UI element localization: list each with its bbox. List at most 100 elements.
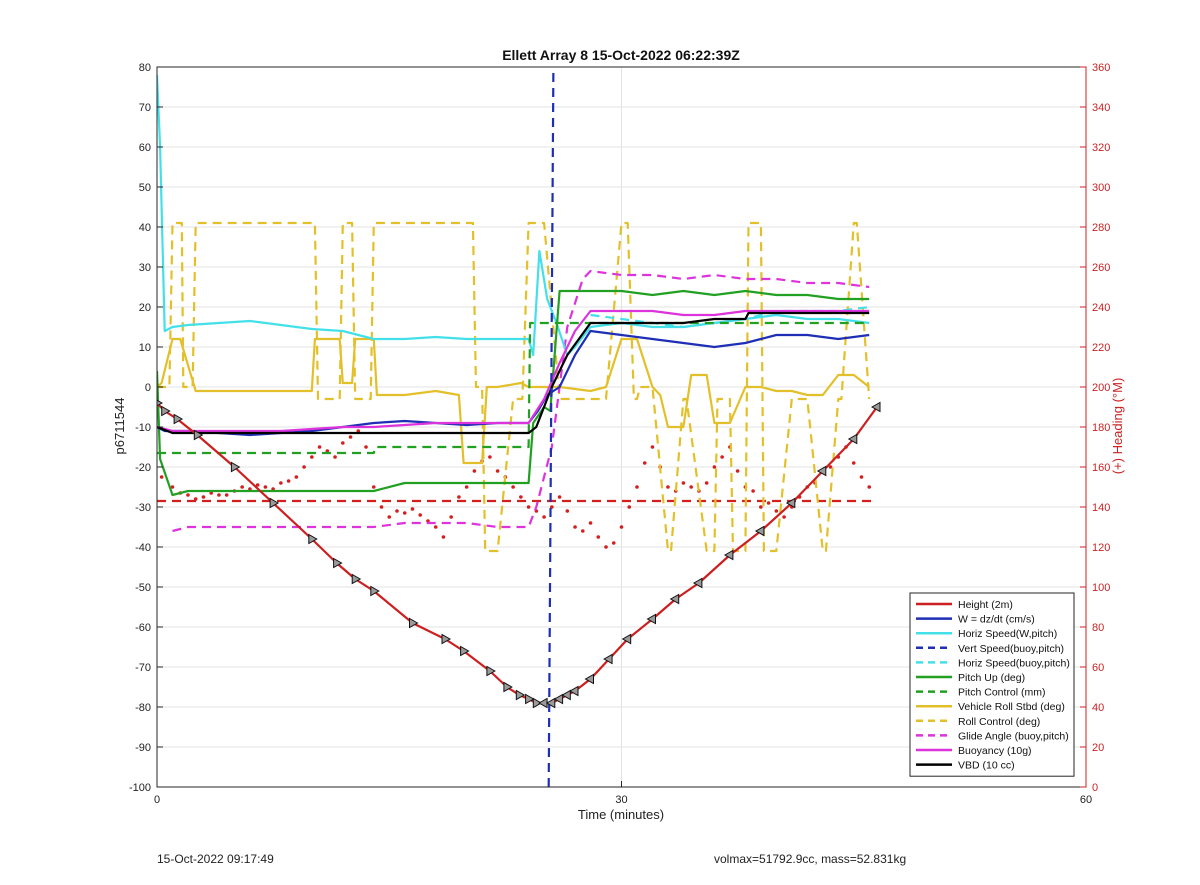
height-marker (669, 593, 680, 605)
heading-point (441, 535, 446, 539)
y2-tick-label: 200 (1092, 382, 1110, 394)
heading-point (193, 497, 198, 501)
heading-point (472, 469, 477, 473)
heading-point (867, 485, 872, 489)
heading-point (201, 495, 206, 499)
legend-label: Height (2m) (958, 599, 1013, 611)
y2-tick-label: 120 (1092, 542, 1110, 554)
data-series (157, 67, 881, 787)
y-tick-label: 70 (139, 102, 151, 114)
heading-point (782, 515, 786, 519)
x-tick-label: 60 (1080, 794, 1092, 806)
footer-summary: volmax=51792.9cc, mass=52.831kg (714, 852, 907, 866)
y2-tick-label: 260 (1092, 262, 1110, 274)
height-marker (173, 413, 184, 425)
heading-point (286, 479, 291, 483)
x-axis-label: Time (minutes) (578, 807, 664, 822)
legend-box (909, 592, 1075, 777)
y2-tick-label: 360 (1092, 62, 1110, 74)
heading-point (464, 485, 469, 489)
heading-point (766, 501, 771, 505)
y-tick-label: 0 (145, 382, 151, 394)
heading-point (526, 505, 531, 509)
chart-title: Ellett Array 8 15-Oct-2022 06:22:39Z (502, 47, 740, 63)
height-marker (333, 557, 343, 569)
heading-point (317, 445, 322, 449)
heading-point (224, 493, 229, 497)
heading-point (604, 545, 608, 549)
y2-tick-label: 280 (1092, 222, 1110, 234)
heading-point (217, 493, 221, 497)
heading-point (588, 521, 593, 525)
heading-point (240, 485, 244, 489)
height-marker (692, 577, 703, 589)
heading-point (519, 495, 523, 499)
height-marker (308, 533, 318, 545)
y-tick-label: -60 (135, 622, 151, 634)
legend-label: VBD (10 cc) (958, 760, 1015, 772)
heading-point (596, 535, 601, 539)
heading-point (279, 481, 283, 485)
y2-tick-label: 100 (1092, 582, 1110, 594)
heading-point (294, 475, 299, 479)
heading-point (573, 525, 577, 529)
y2-tick-label: 320 (1092, 142, 1110, 154)
height-marker (370, 585, 380, 597)
height-marker (503, 681, 513, 693)
legend-label: Buoyancy (10g) (958, 745, 1032, 757)
y2-tick-label: 20 (1092, 742, 1104, 754)
legend-label: Horiz Speed(W,pitch) (958, 628, 1057, 640)
y-tick-label: -40 (135, 542, 151, 554)
height-marker (532, 697, 543, 709)
legend-label: Vehicle Roll Stbd (deg) (958, 701, 1065, 713)
heading-point (159, 475, 164, 479)
heading-point (371, 485, 376, 489)
y2-tick-label: 180 (1092, 422, 1110, 434)
legend-label: W = dz/dt (cm/s) (958, 614, 1035, 626)
heading-point (635, 485, 639, 489)
height-marker (723, 549, 734, 561)
heading-point (255, 483, 260, 487)
heading-point (720, 455, 724, 459)
height-marker (754, 525, 765, 537)
series-line-roll_control (157, 221, 871, 553)
height-marker (545, 697, 556, 709)
heading-point (557, 495, 562, 499)
heading-point (704, 481, 709, 485)
y2-tick-label: 60 (1092, 662, 1104, 674)
y2-tick-label: 240 (1092, 302, 1110, 314)
y2-tick-label: 220 (1092, 342, 1110, 354)
height-marker (409, 617, 419, 629)
axis-ticks: 0 30 60-100-90-80-70-60-50-40-30-20-100102… (129, 62, 1110, 806)
heading-point (333, 455, 337, 459)
heading-point (542, 515, 546, 519)
y-tick-label: -50 (135, 582, 151, 594)
legend: Height (2m) W = dz/dt (cm/s) Horiz Speed(W… (909, 592, 1075, 777)
heading-point (170, 485, 175, 489)
y2-tick-label: 160 (1092, 462, 1110, 474)
series-line-pitch_up (157, 289, 870, 497)
series-line-vert_buoy (547, 67, 555, 787)
heading-point (418, 513, 423, 517)
heading-point (681, 481, 686, 485)
series-line-glide (172, 269, 870, 533)
heading-point (774, 509, 779, 513)
height-marker (561, 689, 571, 701)
y-tick-label: 50 (139, 182, 151, 194)
heading-point (457, 495, 461, 499)
heading-point (379, 505, 384, 509)
y2-tick-label: 300 (1092, 182, 1110, 194)
heading-point (433, 525, 438, 529)
y2-axis-label: (+) Heading (°M) (1110, 378, 1125, 475)
y-tick-label: 30 (139, 262, 151, 274)
x-tick-label: 30 (615, 794, 627, 806)
heading-point (851, 461, 856, 465)
y2-tick-label: 340 (1092, 102, 1110, 114)
height-marker (351, 573, 362, 585)
legend-label: Horiz Speed(buoy,pitch) (958, 657, 1070, 669)
heading-point (341, 441, 345, 445)
y-tick-label: -80 (135, 702, 151, 714)
height-marker (161, 405, 171, 417)
height-marker (568, 685, 579, 697)
heading-point (751, 489, 755, 493)
